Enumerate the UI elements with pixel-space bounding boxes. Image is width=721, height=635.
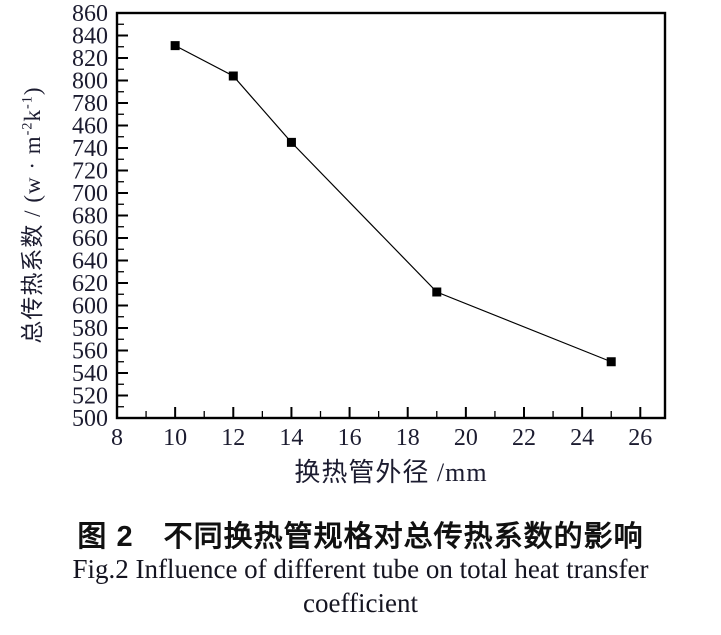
y-tick-label: 640 xyxy=(72,249,108,275)
y-axis-title: 总传热系数 / (w · m-2k-1) xyxy=(13,86,47,343)
y-tick-label: 720 xyxy=(72,159,108,185)
y-tick-label: 820 xyxy=(72,46,108,72)
plot-frame xyxy=(115,11,667,420)
y-tick-label: 580 xyxy=(72,316,108,342)
y-axis-title-text: 总传热系数 / (w · m xyxy=(20,135,45,344)
data-line xyxy=(174,45,612,363)
y-tick-label: 660 xyxy=(72,226,108,252)
y-tick-label: 740 xyxy=(72,136,108,162)
y-tick-label: 520 xyxy=(72,384,108,410)
caption-english-line1: Fig.2 Influence of different tube on tot… xyxy=(72,554,649,584)
x-tick-label: 26 xyxy=(628,425,652,451)
y-tick-label: 780 xyxy=(72,91,108,117)
x-tick-label: 10 xyxy=(163,425,187,451)
y-tick-label: 800 xyxy=(72,69,108,95)
x-tick-label: 12 xyxy=(221,425,245,451)
y-axis-title-text: ) xyxy=(20,86,45,96)
data-point-marker xyxy=(286,137,296,147)
y-tick-label: 840 xyxy=(72,24,108,50)
x-tick-label: 24 xyxy=(570,425,594,451)
data-point-marker xyxy=(606,357,616,367)
y-tick-label: 460 xyxy=(72,114,108,140)
x-tick-label: 18 xyxy=(396,425,420,451)
y-tick-label: 560 xyxy=(72,339,108,365)
y-axis-title-superscript: -2 xyxy=(19,121,36,136)
y-tick-label: 680 xyxy=(72,204,108,230)
y-tick-label: 700 xyxy=(72,181,108,207)
chart-canvas: 8608408208007804607407207006806606406206… xyxy=(72,1,667,451)
caption-english-line2: coefficient xyxy=(303,588,418,618)
y-axis-title-text: k xyxy=(20,108,45,122)
y-tick-label: 600 xyxy=(72,294,108,320)
data-point-marker xyxy=(228,71,238,81)
y-tick-label: 860 xyxy=(72,1,108,27)
y-tick-label: 620 xyxy=(72,271,108,297)
x-tick-label: 22 xyxy=(512,425,536,451)
x-tick-label: 8 xyxy=(111,425,123,451)
x-tick-label: 14 xyxy=(279,425,303,451)
y-tick-label: 500 xyxy=(72,406,108,432)
x-axis-title: 换热管外径 /mm xyxy=(294,458,488,487)
data-point-marker xyxy=(432,287,442,297)
x-tick-label: 16 xyxy=(338,425,362,451)
x-tick-label: 20 xyxy=(454,425,478,451)
data-point-marker xyxy=(170,41,180,51)
y-axis-title-superscript: -1 xyxy=(19,95,36,109)
caption-chinese: 图 2 不同换热管规格对总传热系数的影响 xyxy=(77,521,644,553)
y-tick-label: 540 xyxy=(72,361,108,387)
